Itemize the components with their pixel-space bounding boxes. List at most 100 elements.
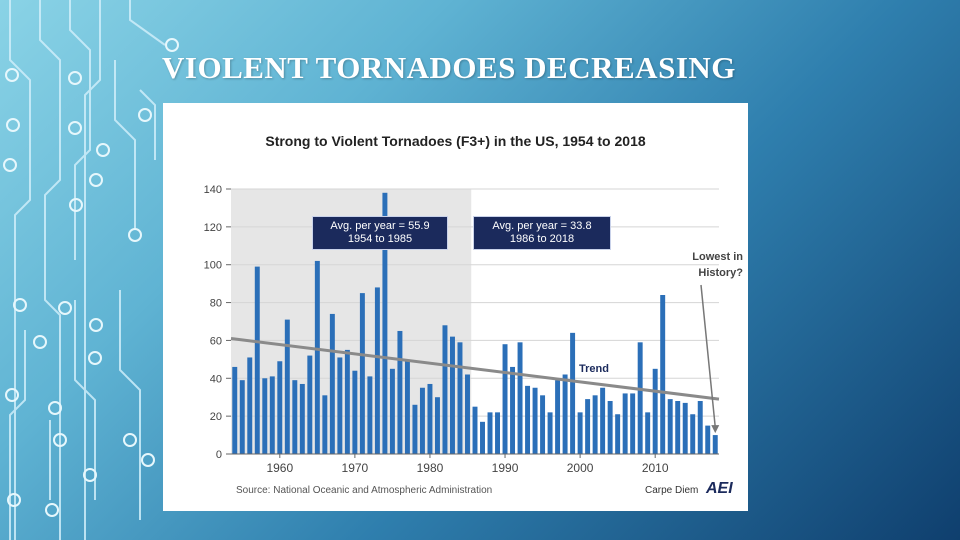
- lowest-in-history-annotation: Lowest in History?: [643, 249, 743, 281]
- chart-title: Strong to Violent Tornadoes (F3+) in the…: [265, 133, 646, 149]
- bar-1986: [472, 406, 478, 454]
- bar-1974: [382, 192, 388, 454]
- bar-1960: [277, 361, 283, 454]
- lowest-annotation-line1: Lowest in: [692, 251, 743, 263]
- y-tick-label: 100: [204, 260, 222, 272]
- bar-1955: [239, 380, 245, 454]
- bar-1956: [247, 357, 253, 454]
- x-tick-label: 1980: [417, 461, 444, 475]
- brand-label: Carpe Diem: [645, 485, 699, 496]
- y-tick-label: 0: [216, 449, 222, 461]
- bar-2011: [660, 295, 666, 454]
- bar-2018: [712, 435, 718, 454]
- bar-2001: [585, 399, 591, 454]
- aei-logo: AEI: [706, 480, 733, 497]
- bar-1958: [262, 378, 268, 454]
- bar-1998: [562, 374, 568, 454]
- bar-1969: [344, 349, 350, 454]
- bar-1996: [547, 412, 553, 454]
- trend-label: Trend: [579, 363, 609, 375]
- bar-1973: [374, 287, 380, 454]
- bar-1965: [314, 260, 320, 454]
- y-tick-label: 40: [210, 373, 222, 385]
- bar-1975: [389, 368, 395, 454]
- bar-1989: [495, 412, 501, 454]
- lowest-annotation-line2: History?: [698, 267, 743, 279]
- bar-2010: [652, 368, 658, 454]
- bar-2000: [577, 412, 583, 454]
- bar-1990: [502, 344, 508, 454]
- avg-box-1986-2018: Avg. per year = 33.8 1986 to 2018: [473, 216, 611, 250]
- chart-panel: 0 20 40 60 80 100 120 140 1960 1970 1980 1990 2000 20…: [163, 103, 748, 511]
- trend-line: [230, 337, 720, 401]
- x-tick-label: 2000: [567, 461, 594, 475]
- x-tick-label: 1960: [266, 461, 293, 475]
- lowest-arrow-head: [711, 425, 720, 434]
- bar-1984: [457, 342, 463, 454]
- bar-1985: [465, 374, 470, 454]
- bar-2015: [690, 414, 696, 454]
- bar-2002: [592, 395, 598, 454]
- y-tick-label: 140: [204, 184, 222, 196]
- bar-1970: [352, 370, 358, 454]
- bar-1959: [269, 376, 275, 454]
- x-tick-label: 1990: [492, 461, 519, 475]
- bar-1967: [329, 313, 335, 454]
- bar-2017: [705, 425, 711, 454]
- bar-1954: [232, 366, 238, 454]
- bar-1963: [299, 383, 305, 454]
- bar-1993: [525, 385, 531, 454]
- bar-1979: [419, 387, 425, 454]
- lowest-arrow-line: [700, 284, 716, 428]
- bar-1964: [307, 355, 313, 454]
- bar-1966: [322, 395, 328, 454]
- bar-2012: [667, 399, 673, 454]
- bar-2007: [630, 393, 636, 454]
- bar-1968: [337, 357, 343, 454]
- bar-1999: [570, 332, 576, 454]
- avg-box-late-value: Avg. per year = 33.8: [492, 220, 592, 232]
- circuit-decoration: [3, 0, 179, 540]
- bar-1988: [487, 412, 493, 454]
- bar-2009: [645, 412, 651, 454]
- bar-1972: [367, 376, 373, 454]
- bar-1991: [510, 366, 516, 454]
- tornado-bar-chart: 0 20 40 60 80 100 120 140 1960 1970 1980 1990 2000 20…: [204, 184, 720, 475]
- avg-box-1954-1985: Avg. per year = 55.9 1954 to 1985: [312, 216, 448, 250]
- avg-box-early-range: 1954 to 1985: [347, 233, 413, 245]
- bar-1961: [284, 319, 290, 454]
- y-tick-label: 120: [204, 222, 222, 234]
- bar-2014: [682, 402, 688, 454]
- bar-1983: [449, 336, 455, 454]
- x-tick-label: 1970: [342, 461, 369, 475]
- bar-2006: [622, 393, 628, 454]
- bar-1992: [517, 342, 523, 454]
- avg-box-late-range: 1986 to 2018: [509, 233, 575, 245]
- bar-1994: [532, 387, 538, 454]
- bar-2016: [697, 401, 703, 454]
- bar-2003: [600, 387, 606, 454]
- bar-1997: [555, 380, 561, 454]
- x-tick-label: 2010: [642, 461, 669, 475]
- bar-1978: [412, 404, 418, 454]
- bar-1971: [359, 293, 365, 454]
- y-tick-label: 80: [210, 298, 222, 310]
- bar-1980: [427, 383, 433, 454]
- bar-1976: [397, 330, 403, 454]
- bar-1957: [254, 266, 260, 454]
- bar-2008: [637, 342, 643, 454]
- bar-1977: [404, 361, 410, 454]
- bar-1995: [540, 395, 546, 454]
- slide-title: VIOLENT TORNADOES DECREASING: [162, 50, 736, 85]
- bar-1981: [434, 397, 440, 454]
- y-tick-label: 20: [210, 411, 222, 423]
- bar-2004: [607, 401, 613, 454]
- avg-box-early-value: Avg. per year = 55.9: [330, 220, 430, 232]
- bar-1962: [292, 380, 298, 454]
- bar-1982: [442, 325, 448, 454]
- bar-2013: [675, 401, 681, 454]
- bar-1987: [480, 421, 485, 454]
- source-note: Source: National Oceanic and Atmospheric…: [236, 485, 493, 496]
- y-tick-label: 60: [210, 335, 222, 347]
- bar-2005: [615, 414, 621, 454]
